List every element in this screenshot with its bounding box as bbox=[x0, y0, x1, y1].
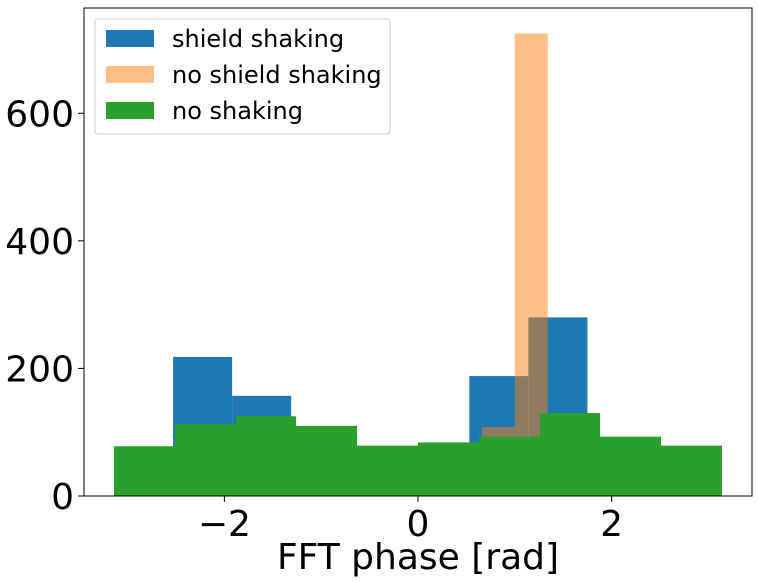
legend-label: shield shaking bbox=[172, 25, 344, 53]
y-tick-label: 0 bbox=[51, 477, 74, 518]
legend-label: no shaking bbox=[172, 97, 303, 125]
y-tick-label: 400 bbox=[5, 222, 74, 263]
x-tick-label: 2 bbox=[600, 504, 623, 545]
bar-2-6 bbox=[478, 436, 540, 496]
bar-2-7 bbox=[539, 413, 601, 496]
bar-2-2 bbox=[235, 416, 297, 496]
bars-layer bbox=[114, 33, 722, 497]
y-tick-label: 200 bbox=[5, 349, 74, 390]
x-tick-label: −2 bbox=[198, 504, 251, 545]
legend-swatch bbox=[106, 66, 154, 83]
legend-label: no shield shaking bbox=[172, 61, 382, 89]
y-axis-ticks: 0 200 400 600 bbox=[5, 94, 84, 518]
bar-2-4 bbox=[357, 445, 418, 496]
legend-swatch bbox=[106, 102, 154, 119]
legend: shield shaking no shield shaking no shakin… bbox=[94, 18, 391, 135]
bar-2-1 bbox=[175, 423, 236, 496]
bar-2-0 bbox=[114, 446, 176, 496]
series-2 bbox=[114, 413, 722, 496]
legend-swatch bbox=[106, 30, 154, 47]
y-tick-label: 600 bbox=[5, 94, 74, 135]
bar-2-8 bbox=[600, 436, 661, 496]
bar-2-3 bbox=[296, 425, 358, 496]
x-tick-label: 0 bbox=[407, 504, 430, 545]
x-axis-ticks: −2 0 2 bbox=[198, 496, 623, 545]
bar-2-5 bbox=[418, 442, 479, 496]
x-axis-label: FFT phase [rad] bbox=[277, 537, 559, 578]
legend-frame bbox=[94, 18, 391, 135]
bar-2-9 bbox=[660, 445, 722, 496]
